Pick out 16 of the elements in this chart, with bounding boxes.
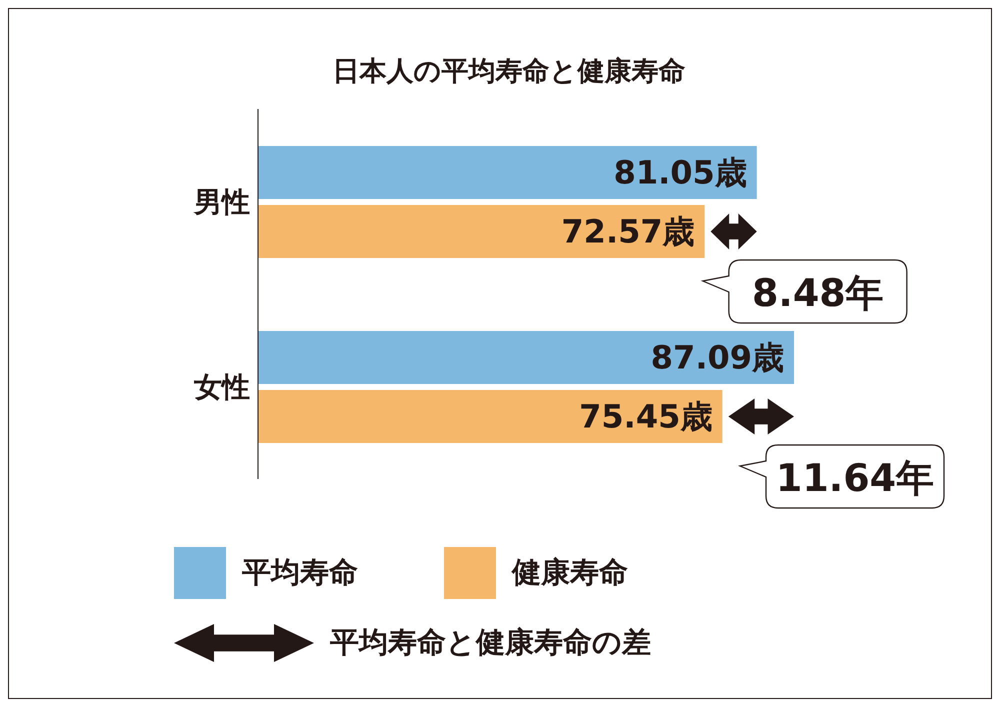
bar	[258, 146, 757, 199]
legend-label: 平均寿命	[242, 554, 358, 591]
y-tick-label: 女性	[193, 370, 250, 404]
data-label: 75.45歳	[579, 398, 712, 436]
data-label: 81.05歳	[614, 154, 747, 192]
text: 平均寿命と健康寿命の差	[330, 624, 651, 661]
data-label: 72.57歳	[561, 212, 695, 250]
legend-label: 健康寿命	[512, 554, 628, 591]
bar	[258, 390, 722, 443]
data-label: 87.09歳	[650, 338, 784, 376]
annotation: 11.64年	[776, 456, 934, 500]
chart-title: 日本人の平均寿命と健康寿命	[332, 55, 686, 89]
bar	[258, 205, 705, 258]
annotation: 8.48年	[752, 271, 884, 315]
bar	[258, 331, 794, 384]
y-tick-label: 男性	[193, 185, 250, 218]
